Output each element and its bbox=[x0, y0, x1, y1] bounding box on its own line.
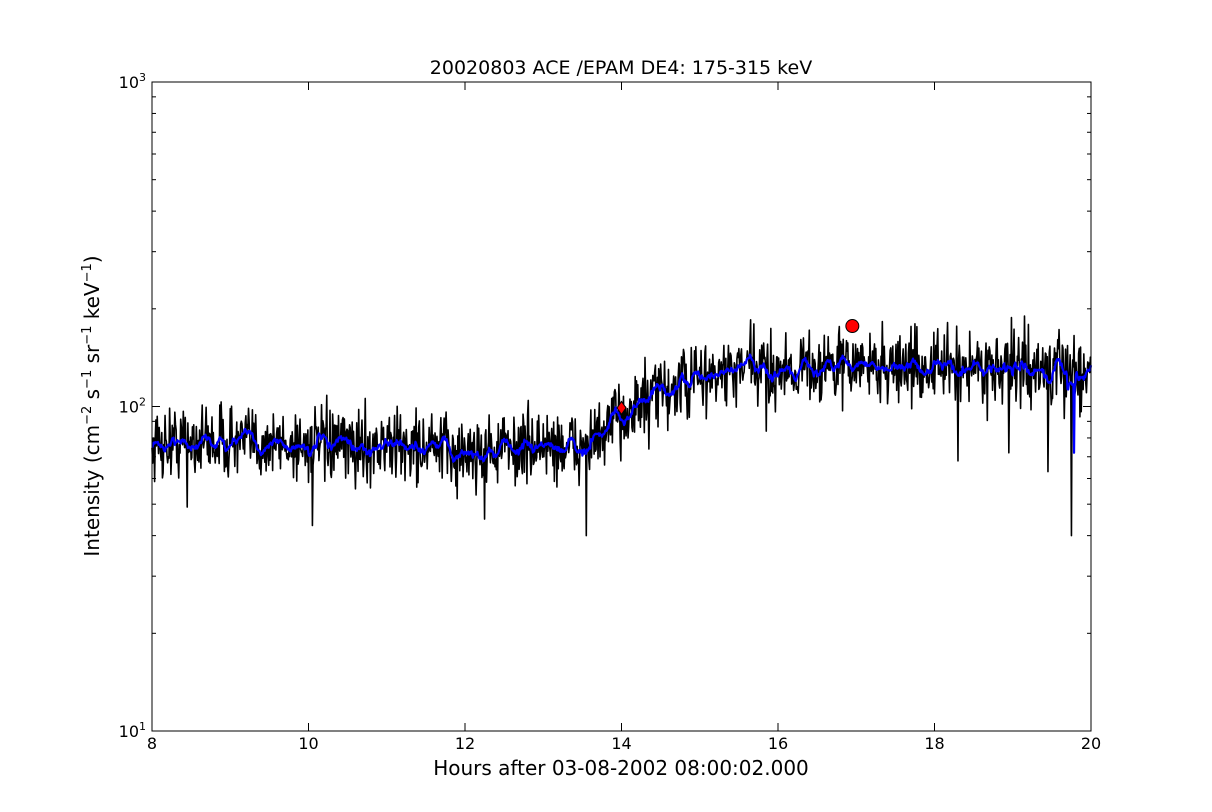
x-axis-label: Hours after 03-08-2002 08:00:02.000 bbox=[433, 756, 809, 780]
marker-diamond bbox=[616, 400, 627, 416]
chart-title: 20020803 ACE /EPAM DE4: 175-315 keV bbox=[430, 57, 812, 79]
x-tick-label: 18 bbox=[924, 734, 944, 753]
x-tick-label: 8 bbox=[147, 734, 157, 753]
x-tick-label: 20 bbox=[1081, 734, 1101, 753]
y-tick-label: 101 bbox=[119, 720, 146, 741]
marker-circle bbox=[845, 319, 860, 334]
y-tick-label: 102 bbox=[119, 396, 146, 417]
x-tick-label: 10 bbox=[298, 734, 318, 753]
series-raw-line bbox=[151, 315, 1092, 537]
x-tick-label: 14 bbox=[611, 734, 631, 753]
x-tick-label: 16 bbox=[768, 734, 788, 753]
series-smoothed-line bbox=[151, 353, 1093, 463]
plot-area bbox=[151, 315, 1093, 537]
axis-ticks: 8 10 12 14 16 18 20 101 102 103 bbox=[119, 71, 1102, 753]
y-axis-label: Intensity (cm−2 s−1 sr−1 keV−1) bbox=[80, 255, 104, 556]
y-tick-label: 103 bbox=[119, 71, 146, 92]
x-tick-label: 12 bbox=[455, 734, 475, 753]
